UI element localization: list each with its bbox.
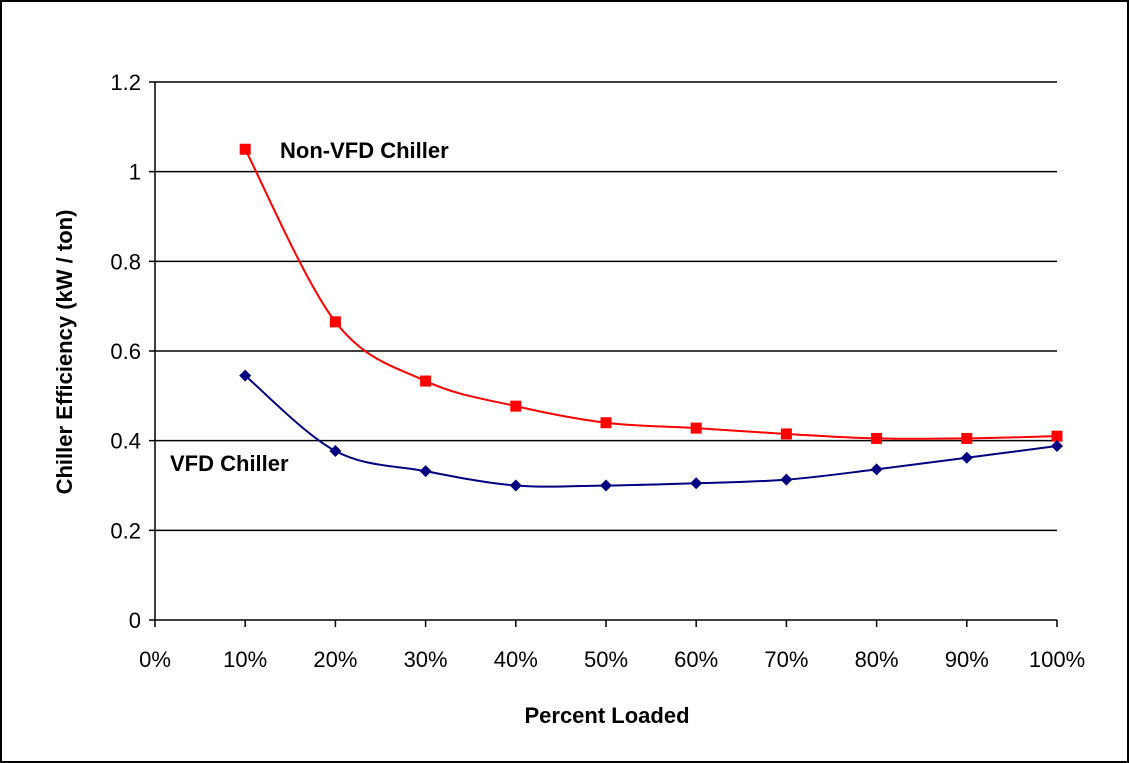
- x-tick-label: 40%: [494, 647, 538, 672]
- axes: [149, 81, 1058, 627]
- data-point-non-vfd: [690, 422, 702, 434]
- data-point-vfd: [960, 451, 973, 464]
- series-line-vfd: [244, 374, 1058, 488]
- y-tick-label: 0.8: [110, 249, 141, 274]
- x-tick-label: 0%: [139, 647, 171, 672]
- data-point-non-vfd: [871, 432, 883, 444]
- data-point-vfd: [239, 369, 252, 382]
- data-point-vfd: [419, 465, 432, 478]
- y-axis-ticks: 0 0.2 0.4 0.6 0.8 1 1.2: [110, 70, 141, 633]
- x-tick-label: 50%: [584, 647, 628, 672]
- y-tick-label: 0.6: [110, 339, 141, 364]
- data-point-vfd: [329, 444, 342, 457]
- x-tick-label: 70%: [764, 647, 808, 672]
- x-tick-label: 100%: [1029, 647, 1085, 672]
- x-axis-title: Percent Loaded: [524, 703, 689, 728]
- y-tick-label: 1.2: [110, 70, 141, 95]
- data-point-vfd: [509, 479, 522, 492]
- data-point-non-vfd: [600, 417, 612, 429]
- y-tick-label: 1: [129, 160, 141, 185]
- x-tick-label: 20%: [313, 647, 357, 672]
- data-point-non-vfd: [961, 432, 973, 444]
- x-tick-label: 90%: [945, 647, 989, 672]
- y-axis-title: Chiller Efficiency (kW / ton): [52, 210, 77, 495]
- y-tick-label: 0.2: [110, 518, 141, 543]
- data-point-vfd: [600, 479, 612, 492]
- y-tick-label: 0.4: [110, 429, 141, 454]
- data-point-non-vfd: [329, 316, 341, 328]
- data-point-vfd: [870, 463, 883, 476]
- x-tick-label: 30%: [404, 647, 448, 672]
- series-label-vfd: VFD Chiller: [170, 451, 289, 476]
- data-point-vfd: [1051, 440, 1063, 453]
- x-axis-ticks: 0% 10% 20% 30% 40% 50% 60% 70% 80% 90% 100%: [139, 647, 1085, 672]
- y-tick-label: 0: [129, 608, 141, 633]
- data-point-non-vfd: [510, 400, 522, 412]
- data-point-vfd: [690, 477, 703, 490]
- data-point-non-vfd: [1051, 430, 1063, 442]
- series-label-non-vfd: Non-VFD Chiller: [280, 138, 449, 163]
- series-group: [239, 143, 1063, 492]
- grid-lines: [155, 81, 1057, 532]
- data-point-non-vfd: [420, 375, 432, 387]
- data-point-non-vfd: [780, 428, 792, 440]
- x-tick-label: 60%: [674, 647, 718, 672]
- x-tick-label: 80%: [855, 647, 899, 672]
- data-point-non-vfd: [239, 143, 251, 155]
- data-point-vfd: [780, 473, 793, 486]
- series-line-non-vfd: [244, 148, 1058, 440]
- x-tick-label: 10%: [223, 647, 267, 672]
